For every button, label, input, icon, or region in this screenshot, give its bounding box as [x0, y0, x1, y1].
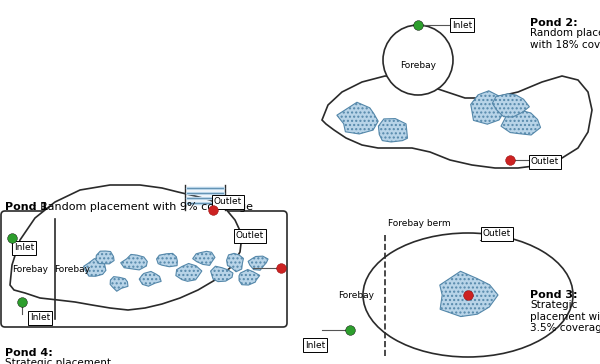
Text: Inlet: Inlet	[30, 313, 50, 323]
Polygon shape	[471, 91, 510, 124]
Text: Forebay: Forebay	[54, 265, 90, 274]
Polygon shape	[110, 277, 128, 291]
Polygon shape	[193, 251, 215, 265]
Polygon shape	[248, 256, 268, 270]
Text: Strategic placement
with 1% coverage: Strategic placement with 1% coverage	[5, 358, 111, 364]
Polygon shape	[211, 266, 233, 282]
Text: Forebay: Forebay	[12, 265, 48, 273]
Polygon shape	[83, 259, 106, 276]
Polygon shape	[121, 254, 147, 270]
Polygon shape	[96, 251, 114, 264]
Polygon shape	[501, 110, 541, 135]
Polygon shape	[322, 76, 592, 168]
Text: : Random placement with 9% coverage: : Random placement with 9% coverage	[33, 202, 253, 212]
Polygon shape	[227, 253, 244, 272]
Text: Inlet: Inlet	[14, 244, 34, 253]
Text: Pond 1: Pond 1	[5, 202, 48, 212]
Polygon shape	[139, 272, 161, 286]
Polygon shape	[493, 94, 529, 117]
Text: Outlet: Outlet	[531, 158, 559, 166]
Text: Inlet: Inlet	[305, 340, 325, 349]
Circle shape	[383, 25, 453, 95]
Text: Forebay: Forebay	[338, 290, 374, 300]
Polygon shape	[10, 185, 242, 310]
Text: Outlet: Outlet	[214, 198, 242, 206]
Text: Forebay: Forebay	[400, 60, 436, 70]
Text: Outlet: Outlet	[483, 229, 511, 238]
Text: Pond 2:: Pond 2:	[530, 18, 578, 28]
Polygon shape	[157, 253, 178, 267]
Polygon shape	[379, 119, 407, 142]
Text: Strategic
placement with
3.5% coverage: Strategic placement with 3.5% coverage	[530, 300, 600, 333]
FancyBboxPatch shape	[1, 211, 287, 327]
Text: Inlet: Inlet	[452, 20, 472, 29]
Polygon shape	[176, 264, 202, 281]
Text: Pond 3:: Pond 3:	[530, 290, 577, 300]
Text: Forebay berm: Forebay berm	[388, 219, 451, 228]
Text: Pond 4:: Pond 4:	[5, 348, 53, 358]
Ellipse shape	[363, 233, 573, 357]
Polygon shape	[440, 271, 498, 317]
Text: Outlet: Outlet	[236, 232, 264, 241]
Text: Random placement
with 18% coverage: Random placement with 18% coverage	[530, 28, 600, 50]
Polygon shape	[239, 270, 260, 285]
Polygon shape	[337, 102, 378, 134]
